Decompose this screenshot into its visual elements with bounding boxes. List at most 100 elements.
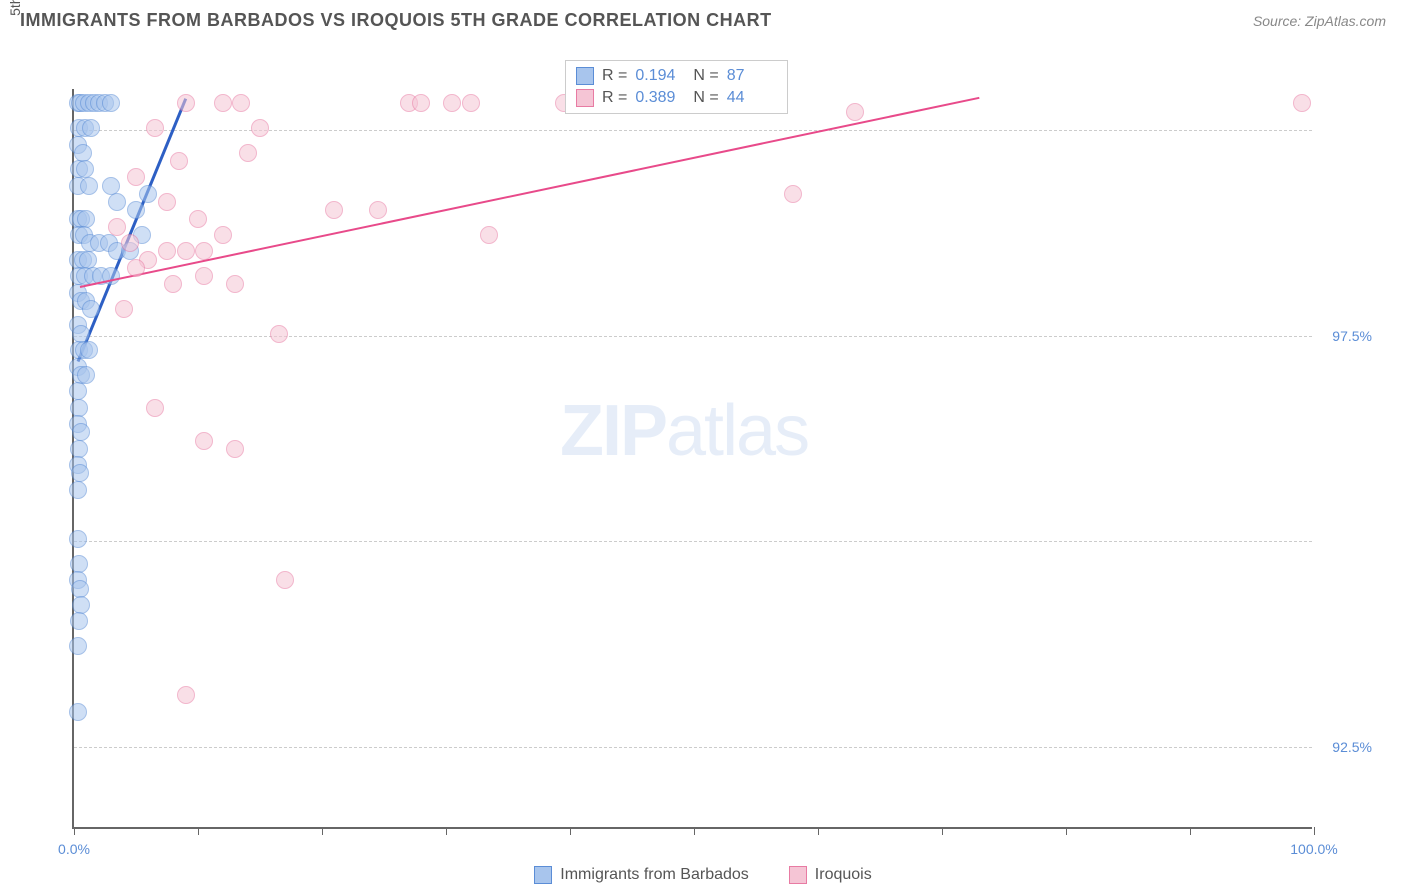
scatter-marker bbox=[70, 612, 88, 630]
scatter-marker bbox=[164, 275, 182, 293]
scatter-marker bbox=[146, 119, 164, 137]
chart-title: IMMIGRANTS FROM BARBADOS VS IROQUOIS 5TH… bbox=[20, 10, 772, 31]
scatter-marker bbox=[195, 242, 213, 260]
scatter-marker bbox=[69, 637, 87, 655]
x-tick-label: 100.0% bbox=[1290, 841, 1337, 857]
scatter-marker bbox=[72, 423, 90, 441]
x-tick bbox=[942, 827, 943, 835]
scatter-marker bbox=[69, 382, 87, 400]
scatter-marker bbox=[108, 193, 126, 211]
chart-header: IMMIGRANTS FROM BARBADOS VS IROQUOIS 5TH… bbox=[0, 0, 1406, 39]
stats-row: R = 0.194 N = 87 bbox=[576, 65, 777, 87]
scatter-marker bbox=[70, 399, 88, 417]
scatter-marker bbox=[82, 300, 100, 318]
scatter-marker bbox=[82, 119, 100, 137]
stat-r-value: 0.389 bbox=[635, 89, 685, 107]
scatter-marker bbox=[251, 119, 269, 137]
scatter-marker bbox=[108, 218, 126, 236]
stat-n-value: 87 bbox=[727, 67, 777, 85]
scatter-marker bbox=[146, 399, 164, 417]
trend-line bbox=[76, 98, 187, 362]
scatter-marker bbox=[214, 94, 232, 112]
legend-swatch bbox=[534, 866, 552, 884]
scatter-marker bbox=[69, 481, 87, 499]
y-tick-label: 97.5% bbox=[1332, 328, 1372, 344]
scatter-marker bbox=[443, 94, 461, 112]
stat-n-value: 44 bbox=[727, 89, 777, 107]
scatter-marker bbox=[102, 94, 120, 112]
series-swatch bbox=[576, 67, 594, 85]
scatter-marker bbox=[127, 259, 145, 277]
scatter-marker bbox=[270, 325, 288, 343]
legend-label: Iroquois bbox=[815, 866, 872, 884]
scatter-marker bbox=[69, 530, 87, 548]
source-label: Source: ZipAtlas.com bbox=[1253, 13, 1386, 29]
legend-swatch bbox=[789, 866, 807, 884]
scatter-marker bbox=[232, 94, 250, 112]
x-tick bbox=[818, 827, 819, 835]
stats-row: R = 0.389 N = 44 bbox=[576, 87, 777, 109]
scatter-marker bbox=[79, 251, 97, 269]
scatter-marker bbox=[784, 185, 802, 203]
scatter-marker bbox=[77, 210, 95, 228]
scatter-marker bbox=[462, 94, 480, 112]
scatter-marker bbox=[189, 210, 207, 228]
scatter-marker bbox=[80, 177, 98, 195]
plot-region: 92.5%97.5%0.0%100.0% bbox=[72, 89, 1312, 829]
scatter-marker bbox=[69, 703, 87, 721]
scatter-marker bbox=[70, 555, 88, 573]
scatter-marker bbox=[74, 144, 92, 162]
legend-item: Iroquois bbox=[789, 866, 872, 884]
scatter-marker bbox=[121, 234, 139, 252]
stats-legend-box: R = 0.194 N = 87 R = 0.389 N = 44 bbox=[565, 60, 788, 114]
scatter-marker bbox=[846, 103, 864, 121]
scatter-marker bbox=[325, 201, 343, 219]
scatter-marker bbox=[71, 580, 89, 598]
gridline bbox=[74, 541, 1312, 542]
scatter-marker bbox=[72, 596, 90, 614]
scatter-marker bbox=[127, 168, 145, 186]
x-tick bbox=[570, 827, 571, 835]
scatter-marker bbox=[195, 432, 213, 450]
scatter-marker bbox=[276, 571, 294, 589]
x-tick-label: 0.0% bbox=[58, 841, 90, 857]
legend-label: Immigrants from Barbados bbox=[560, 866, 749, 884]
x-tick bbox=[1190, 827, 1191, 835]
scatter-marker bbox=[158, 242, 176, 260]
scatter-marker bbox=[70, 440, 88, 458]
scatter-marker bbox=[80, 341, 98, 359]
stat-n-label: N = bbox=[693, 89, 718, 107]
gridline bbox=[74, 336, 1312, 337]
y-axis-label: 5th Grade bbox=[7, 0, 23, 16]
x-tick bbox=[694, 827, 695, 835]
scatter-marker bbox=[226, 275, 244, 293]
stat-r-label: R = bbox=[602, 89, 627, 107]
trend-line bbox=[80, 97, 979, 288]
x-tick bbox=[74, 827, 75, 835]
scatter-marker bbox=[71, 464, 89, 482]
stat-n-label: N = bbox=[693, 67, 718, 85]
scatter-marker bbox=[412, 94, 430, 112]
scatter-marker bbox=[76, 160, 94, 178]
x-tick bbox=[198, 827, 199, 835]
scatter-marker bbox=[158, 193, 176, 211]
scatter-marker bbox=[226, 440, 244, 458]
scatter-marker bbox=[170, 152, 188, 170]
scatter-marker bbox=[214, 226, 232, 244]
series-swatch bbox=[576, 89, 594, 107]
scatter-marker bbox=[1293, 94, 1311, 112]
gridline bbox=[74, 747, 1312, 748]
scatter-marker bbox=[177, 686, 195, 704]
y-tick-label: 92.5% bbox=[1332, 739, 1372, 755]
x-tick bbox=[1066, 827, 1067, 835]
bottom-legend: Immigrants from Barbados Iroquois bbox=[0, 866, 1406, 884]
scatter-marker bbox=[177, 94, 195, 112]
stat-r-value: 0.194 bbox=[635, 67, 685, 85]
x-tick bbox=[1314, 827, 1315, 835]
scatter-marker bbox=[115, 300, 133, 318]
x-tick bbox=[446, 827, 447, 835]
scatter-marker bbox=[77, 366, 95, 384]
stat-r-label: R = bbox=[602, 67, 627, 85]
scatter-marker bbox=[369, 201, 387, 219]
scatter-marker bbox=[72, 325, 90, 343]
